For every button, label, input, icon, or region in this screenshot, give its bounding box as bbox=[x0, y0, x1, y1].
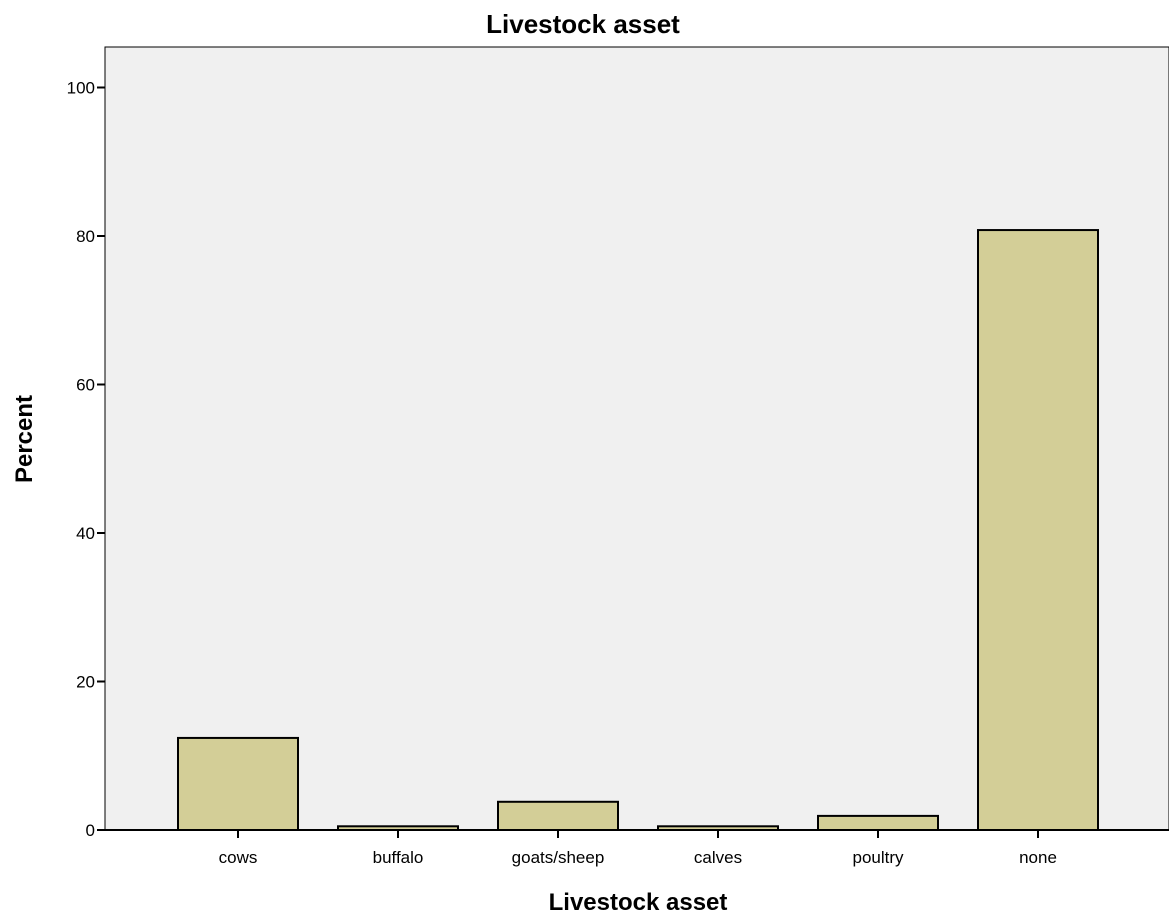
y-tick-label: 40 bbox=[76, 524, 95, 543]
bar-none bbox=[977, 229, 1099, 831]
bar-cows bbox=[177, 736, 299, 831]
y-tick-label: 0 bbox=[86, 821, 95, 840]
y-tick-label: 20 bbox=[76, 673, 95, 692]
y-tick-label: 60 bbox=[76, 376, 95, 395]
bar-poultry bbox=[817, 814, 939, 832]
y-axis: 0 20 40 60 80 100 bbox=[67, 79, 105, 840]
x-tick-label: cows bbox=[219, 848, 258, 867]
bar-goats-sheep bbox=[497, 800, 619, 831]
x-tick-label: poultry bbox=[852, 848, 904, 867]
y-axis-title: Percent bbox=[11, 395, 38, 483]
chart-title: Livestock asset bbox=[486, 9, 680, 39]
x-tick-label: goats/sheep bbox=[512, 848, 605, 867]
x-tick-label: calves bbox=[694, 848, 742, 867]
x-tick-label: none bbox=[1019, 848, 1057, 867]
x-tick-label: buffalo bbox=[373, 848, 424, 867]
y-tick-label: 80 bbox=[76, 227, 95, 246]
x-axis-title: Livestock asset bbox=[549, 889, 728, 916]
y-tick-label: 100 bbox=[67, 79, 95, 98]
x-axis: cows buffalo goats/sheep calves poultry none bbox=[105, 829, 1169, 867]
bars-group bbox=[177, 229, 1099, 832]
